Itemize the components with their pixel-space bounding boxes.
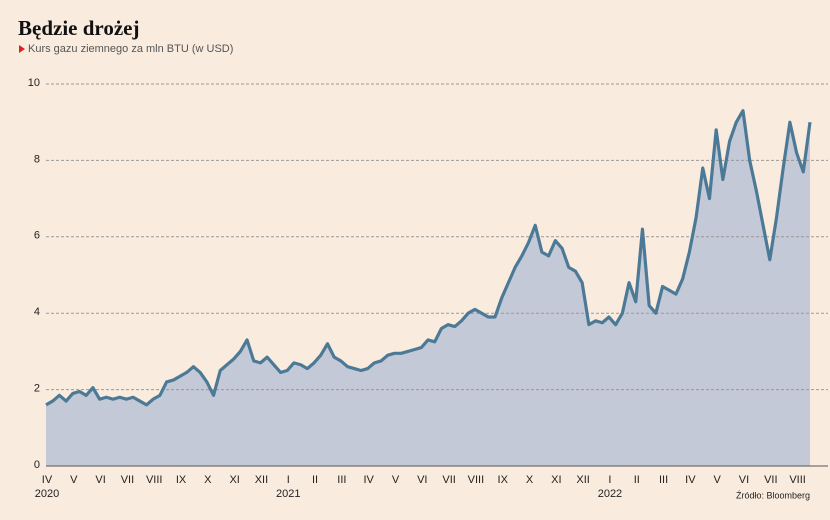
x-tick-label: VIII <box>146 474 163 486</box>
year-label: 2020 <box>35 488 59 500</box>
x-tick-label: V <box>70 474 78 486</box>
x-tick-label: VIII <box>468 474 485 486</box>
area <box>46 110 810 467</box>
x-tick-label: VI <box>417 474 427 486</box>
x-tick-label: III <box>337 474 346 486</box>
x-tick-label: IX <box>176 474 187 486</box>
y-tick-label: 6 <box>34 230 40 242</box>
x-tick-label: VI <box>739 474 749 486</box>
x-tick-label: VIII <box>789 474 806 486</box>
x-tick-label: IV <box>363 474 374 486</box>
x-tick-label: IX <box>498 474 509 486</box>
x-tick-label: V <box>392 474 400 486</box>
x-tick-label: V <box>714 474 722 486</box>
line <box>45 109 812 407</box>
x-tick-label: IV <box>42 474 53 486</box>
x-tick-label: II <box>634 474 640 486</box>
y-tick-label: 8 <box>34 153 40 165</box>
x-tick-label: II <box>312 474 318 486</box>
y-tick-label: 4 <box>34 306 40 318</box>
chart-title: Będzie drożej <box>18 16 140 40</box>
x-tick-label: VII <box>121 474 134 486</box>
x-tick-label: I <box>608 474 611 486</box>
x-tick-label: XII <box>576 474 589 486</box>
x-tick-label: III <box>659 474 668 486</box>
y-tick-label: 10 <box>28 77 40 89</box>
x-tick-label: XI <box>551 474 561 486</box>
chart-subtitle: Kurs gazu ziemnego za mln BTU (w USD) <box>28 43 233 55</box>
source: Źródło: Bloomberg <box>736 490 810 500</box>
subtitle-marker <box>19 45 25 53</box>
year-label: 2021 <box>276 488 300 500</box>
x-tick-label: XII <box>255 474 268 486</box>
x-tick-label: X <box>526 474 534 486</box>
x-tick-label: IV <box>685 474 696 486</box>
x-tick-label: X <box>204 474 212 486</box>
x-tick-label: VII <box>442 474 455 486</box>
x-tick-label: XI <box>229 474 239 486</box>
x-tick-label: VII <box>764 474 777 486</box>
year-label: 2022 <box>598 488 622 500</box>
y-tick-label: 2 <box>34 383 40 395</box>
y-tick-label: 0 <box>34 459 40 471</box>
x-tick-label: VI <box>95 474 105 486</box>
x-tick-label: I <box>287 474 290 486</box>
